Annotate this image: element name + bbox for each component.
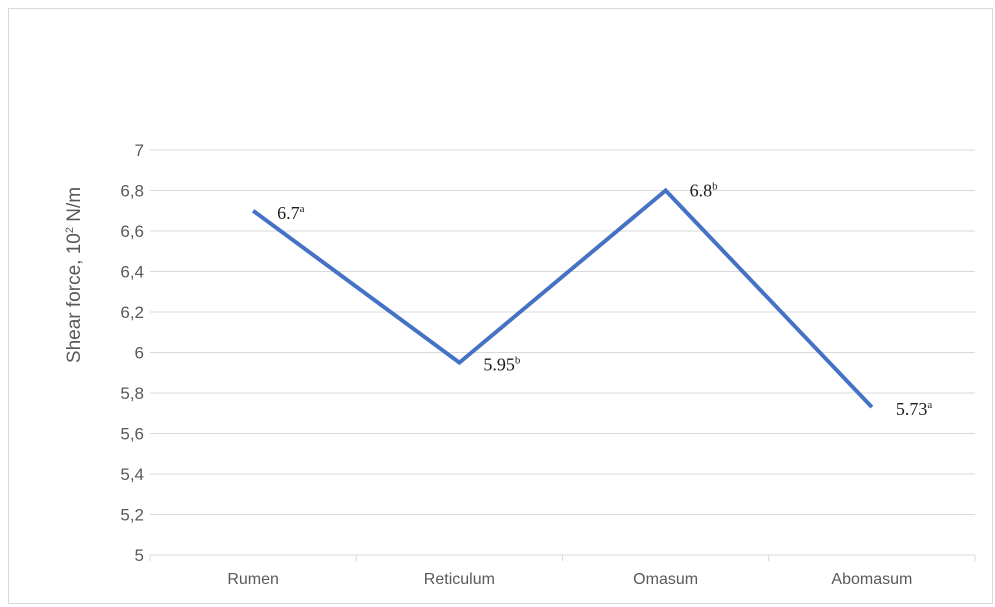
x-axis-ticks: Rumen Reticulum Omasum Abomasum: [149, 555, 976, 588]
chart-frame: [8, 8, 993, 604]
grid-lines: [150, 149, 975, 556]
data-label-value: 6.7: [277, 203, 300, 223]
y-tick-label: 5,6: [120, 425, 144, 444]
data-label-value: 5.73: [896, 399, 928, 419]
data-label-sup: b: [515, 355, 521, 367]
y-axis-label-sup: 2: [64, 227, 76, 233]
y-tick-label: 7: [135, 141, 144, 160]
x-tick-label: Abomasum: [831, 571, 912, 588]
y-tick-label: 5: [135, 546, 144, 565]
x-tick-label: Rumen: [227, 571, 279, 588]
y-tick-label: 5,2: [120, 506, 144, 525]
data-label-sup: a: [300, 203, 305, 215]
data-label: 5.73a: [896, 399, 933, 419]
data-label-value: 5.95: [483, 355, 515, 375]
x-tick-label: Reticulum: [424, 571, 495, 588]
y-tick-label: 6,8: [120, 182, 144, 201]
y-tick-label: 6,2: [120, 303, 144, 322]
y-axis-label: Shear force, 102 N/m: [64, 187, 85, 363]
data-label-sup: a: [927, 399, 932, 411]
y-axis-ticks: 5 5,2 5,4 5,6 5,8 6 6,2 6,4 6,6 6,8 7: [120, 141, 144, 565]
data-label: 6.7a: [277, 203, 305, 223]
y-tick-label: 6,4: [120, 263, 144, 282]
y-tick-label: 6: [135, 344, 144, 363]
series-line: [251, 187, 874, 409]
data-label-value: 6.8: [690, 181, 713, 201]
data-label-sup: b: [712, 181, 718, 193]
data-label: 6.8b: [690, 181, 719, 201]
y-tick-label: 5,8: [120, 384, 144, 403]
y-axis-label-unit: N/m: [64, 187, 85, 227]
y-tick-label: 6,6: [120, 222, 144, 241]
y-axis-label-main: Shear force, 10: [64, 233, 85, 363]
y-tick-label: 5,4: [120, 465, 144, 484]
x-tick-label: Omasum: [633, 571, 698, 588]
data-label: 5.95b: [483, 355, 521, 375]
series-group: [251, 187, 874, 409]
